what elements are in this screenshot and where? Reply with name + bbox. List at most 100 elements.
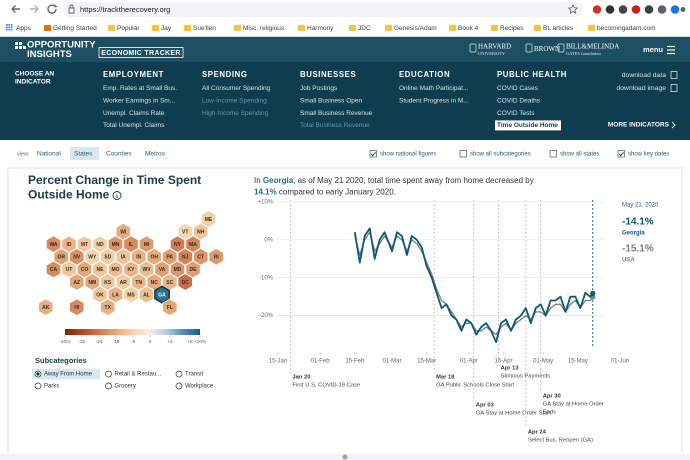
radio[interactable] — [105, 370, 112, 378]
view-option[interactable]: show all subcategories — [470, 152, 531, 158]
bookmark[interactable]: Recipes — [500, 25, 524, 32]
state-tile[interactable] — [177, 273, 193, 291]
view-tab[interactable]: Metros — [145, 151, 166, 158]
state-abbr[interactable]: KS — [104, 280, 112, 286]
state-abbr[interactable]: MN — [112, 242, 120, 248]
state-abbr[interactable]: MI — [144, 242, 150, 248]
view-option[interactable]: show national figures — [380, 152, 436, 158]
bookmark[interactable]: Popular — [117, 25, 140, 32]
subcategory[interactable]: Transit — [185, 372, 203, 378]
state-abbr[interactable]: OK — [96, 292, 104, 298]
state-abbr[interactable]: KY — [128, 267, 136, 273]
state-tile[interactable] — [139, 260, 154, 278]
nav-item[interactable]: All Consumer Spending — [202, 85, 271, 92]
state-tile[interactable] — [46, 260, 61, 278]
state-tile[interactable] — [38, 298, 54, 316]
subcategory[interactable]: Away From Home — [44, 372, 93, 378]
state-tile[interactable] — [201, 210, 216, 228]
download-link[interactable]: download data — [622, 72, 666, 79]
nav-item[interactable]: Unempl. Claims Rate — [103, 110, 165, 117]
extension-icon[interactable] — [618, 5, 628, 14]
state-abbr[interactable]: AR — [120, 280, 128, 286]
state-tile[interactable] — [100, 273, 116, 291]
checkbox[interactable] — [369, 150, 377, 158]
state-abbr[interactable]: UT — [66, 267, 73, 273]
nav-item[interactable]: Small Business Open — [300, 98, 363, 105]
state-tile[interactable] — [84, 273, 100, 291]
state-tile[interactable] — [131, 273, 147, 291]
state-tile[interactable] — [154, 285, 170, 304]
state-abbr[interactable]: NH — [197, 229, 205, 235]
state-tile[interactable] — [69, 248, 85, 266]
state-abbr[interactable]: LA — [112, 292, 119, 298]
state-abbr[interactable]: WY — [88, 255, 97, 261]
state-abbr[interactable]: CT — [197, 255, 204, 261]
address-bar[interactable] — [63, 2, 583, 17]
nav-item[interactable]: Online Math Participat... — [399, 85, 469, 92]
view-option[interactable]: show all states — [560, 152, 599, 158]
state-abbr[interactable]: OR — [58, 255, 66, 261]
state-tile[interactable] — [131, 248, 147, 266]
state-tile[interactable] — [77, 260, 92, 278]
state-tile[interactable] — [69, 298, 85, 316]
bookmark[interactable]: Getting Started — [53, 25, 97, 32]
state-tile[interactable] — [170, 235, 185, 253]
state-abbr[interactable]: DE — [190, 267, 198, 273]
state-abbr[interactable]: MA — [189, 242, 197, 248]
nav-item[interactable]: Small Business Revenue — [300, 110, 373, 117]
state-abbr[interactable]: NV — [73, 255, 81, 261]
bookmark[interactable]: BL articles — [543, 25, 574, 32]
bookmark[interactable]: Sue'llen — [193, 25, 216, 32]
checkbox[interactable] — [549, 150, 557, 158]
state-abbr[interactable]: WA — [49, 242, 57, 248]
state-tile[interactable] — [170, 260, 185, 278]
state-tile[interactable] — [123, 235, 139, 253]
state-abbr[interactable]: NM — [88, 280, 96, 286]
state-abbr[interactable]: MD — [174, 267, 182, 273]
state-tile[interactable] — [108, 286, 123, 304]
profile-icon[interactable] — [680, 7, 686, 12]
bookmark[interactable]: Apps — [16, 25, 32, 32]
subcategory[interactable]: Parks — [44, 384, 59, 390]
state-tile[interactable] — [53, 248, 69, 266]
state-abbr[interactable]: PA — [166, 255, 173, 261]
state-tile[interactable] — [177, 223, 193, 241]
state-abbr[interactable]: CA — [50, 267, 58, 273]
state-tile[interactable] — [193, 223, 209, 241]
nav-item[interactable]: COVID Deaths — [497, 98, 541, 105]
state-abbr[interactable]: NJ — [182, 255, 189, 261]
state-tile[interactable] — [100, 248, 116, 266]
state-abbr[interactable]: AK — [42, 305, 50, 311]
state-tile[interactable] — [84, 248, 100, 266]
state-tile[interactable] — [61, 235, 77, 253]
download-link[interactable]: download image — [617, 85, 667, 92]
state-tile[interactable] — [123, 260, 139, 278]
state-tile[interactable] — [185, 260, 201, 278]
state-abbr[interactable]: VT — [182, 229, 188, 235]
state-abbr[interactable]: ND — [96, 242, 104, 248]
state-tile[interactable] — [77, 235, 92, 253]
state-abbr[interactable]: OH — [151, 255, 159, 261]
state-tile[interactable] — [92, 235, 108, 253]
more-indicators[interactable]: MORE INDICATORS — [608, 122, 670, 129]
state-abbr[interactable]: ID — [67, 242, 72, 248]
state-abbr[interactable]: VA — [159, 267, 166, 273]
bookmark[interactable]: Misc. religious — [243, 25, 285, 32]
state-abbr[interactable]: IN — [136, 255, 141, 261]
nav-item[interactable]: Total Unempl. Claims — [103, 122, 165, 129]
view-tab[interactable]: Counties — [106, 151, 132, 158]
nav-item[interactable]: Job Postings — [300, 85, 338, 92]
star-icon[interactable] — [567, 4, 579, 14]
state-tile[interactable] — [162, 298, 178, 316]
extension-icon[interactable] — [670, 5, 680, 14]
bookmark[interactable]: becomingadam.com — [597, 25, 656, 32]
state-tile[interactable] — [154, 260, 170, 278]
extension-icon[interactable] — [657, 5, 667, 14]
menu-button[interactable]: menu — [643, 45, 663, 54]
state-tile[interactable] — [115, 248, 131, 266]
state-tile[interactable] — [115, 223, 131, 241]
state-tile[interactable] — [185, 235, 201, 253]
state-abbr[interactable]: GA — [158, 292, 166, 298]
bookmark[interactable]: Harmony — [307, 25, 334, 32]
bookmark[interactable]: JDC — [358, 25, 371, 32]
